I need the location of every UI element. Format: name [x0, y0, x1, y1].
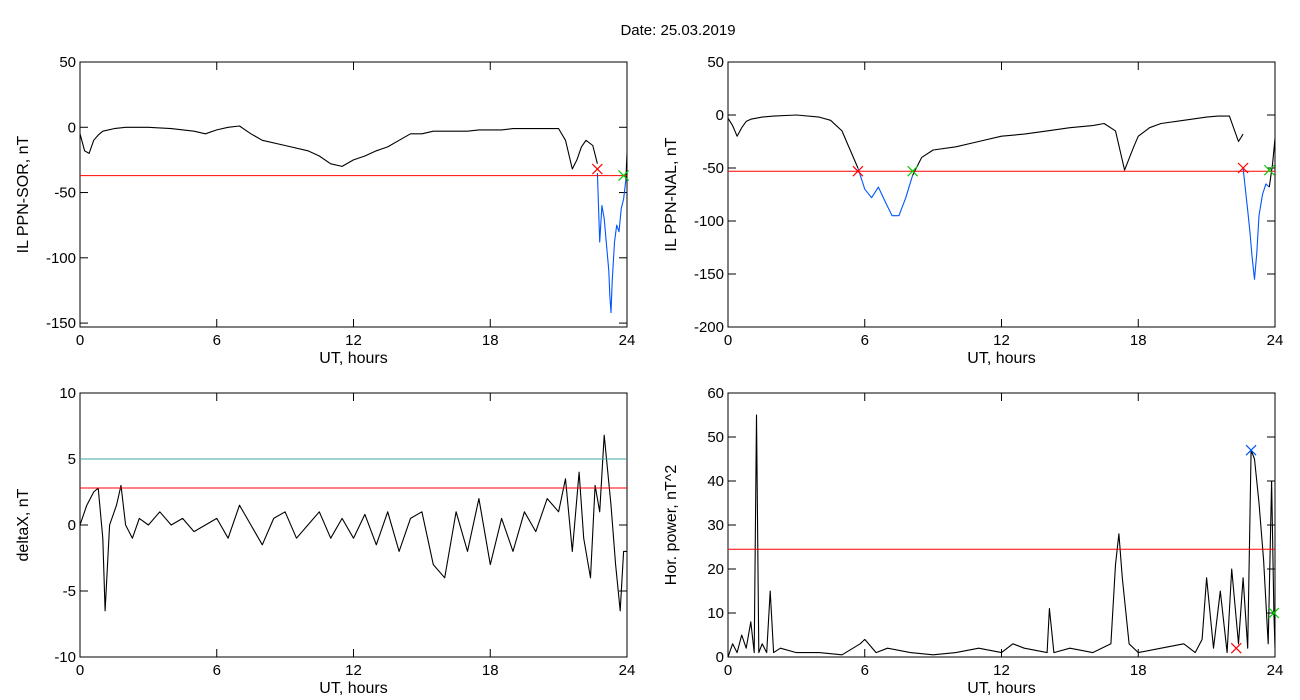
y-tick-label: -100	[46, 250, 76, 267]
x-tick-label: 0	[76, 662, 84, 679]
series-recovery	[1268, 138, 1275, 188]
x-axis-label: UT, hours	[319, 680, 387, 697]
series-group	[728, 114, 1275, 280]
x-tick-label: 6	[213, 662, 221, 679]
x-tick-label: 18	[1130, 662, 1147, 679]
event-marker-stroke	[591, 163, 603, 175]
y-tick-label: -10	[54, 649, 76, 666]
series-trace	[728, 114, 859, 169]
x-tick-label: 24	[1267, 662, 1284, 679]
x-tick-label: 0	[724, 332, 732, 349]
x-tick-label: 12	[993, 662, 1010, 679]
event-marker	[591, 163, 603, 175]
x-axis-label: UT, hours	[967, 680, 1035, 697]
y-tick-label: 40	[707, 473, 724, 490]
series-trace	[80, 125, 598, 170]
x-tick-label: 6	[213, 332, 221, 349]
plot-frame	[79, 61, 628, 328]
series-group	[728, 414, 1275, 657]
x-tick-label: 6	[861, 332, 869, 349]
x-tick-label: 24	[619, 662, 636, 679]
y-tick-label: 0	[716, 649, 724, 666]
series-trace	[80, 434, 627, 612]
event-marker-stroke	[1263, 164, 1275, 176]
plot-frame	[727, 61, 1276, 328]
y-tick-label: 50	[59, 54, 76, 71]
y-tick-label: 60	[707, 385, 724, 402]
series-disturbance	[596, 172, 627, 314]
y-tick-label: 0	[68, 119, 76, 136]
plot-frame	[727, 392, 1276, 658]
x-tick-label: 18	[482, 332, 499, 349]
x-tick-label: 12	[345, 332, 362, 349]
x-tick-label: 24	[619, 332, 636, 349]
y-tick-label: -200	[694, 319, 724, 336]
figure-title: Date: 25.03.2019	[620, 22, 735, 39]
event-marker-stroke	[1245, 444, 1257, 456]
y-tick-label: -5	[63, 583, 76, 600]
series-disturbance	[1242, 167, 1270, 280]
y-tick-label: -150	[694, 266, 724, 283]
plot-frame	[79, 392, 628, 658]
y-tick-label: 30	[707, 517, 724, 534]
y-axis-label: IL PPN-NAL, nT	[663, 137, 680, 251]
y-axis-label: deltaX, nT	[15, 488, 32, 561]
panel-ppn-sor: 0 6 12 18 24 50 0 -50 -100 -150 UT, hours IL PPN-SO…	[15, 54, 635, 367]
y-tick-label: -50	[54, 185, 76, 202]
x-tick-label: 0	[76, 332, 84, 349]
event-marker-stroke	[907, 165, 919, 177]
y-tick-label: 20	[707, 561, 724, 578]
y-tick-label: -50	[702, 160, 724, 177]
event-marker	[1237, 162, 1249, 174]
y-tick-label: 0	[68, 517, 76, 534]
y-tick-label: -100	[694, 213, 724, 230]
y-tick-label: 50	[707, 429, 724, 446]
event-marker	[1263, 164, 1275, 176]
x-tick-label: 6	[861, 662, 869, 679]
event-marker	[1230, 642, 1242, 654]
x-tick-label: 24	[1267, 332, 1284, 349]
event-marker-stroke	[1237, 162, 1249, 174]
panel-ppn-nal: 0 6 12 18 24 50 0 -50 -100 -150 -200 UT, hours IL PP…	[663, 54, 1283, 367]
x-tick-label: 12	[993, 332, 1010, 349]
event-marker	[1245, 444, 1257, 456]
series-trace	[912, 115, 1244, 176]
panel-deltax: 0 6 12 18 24 10 5 0 -5 -10 UT, hours deltaX, nT	[15, 385, 635, 697]
x-axis-label: UT, hours	[319, 350, 387, 367]
y-tick-label: 50	[707, 54, 724, 71]
y-axis-label: Hor. power, nT^2	[663, 465, 680, 586]
x-tick-label: 18	[482, 662, 499, 679]
x-tick-label: 0	[724, 662, 732, 679]
x-tick-label: 18	[1130, 332, 1147, 349]
event-marker	[618, 170, 630, 181]
y-tick-label: -150	[46, 315, 76, 332]
series-group	[80, 434, 627, 612]
y-tick-label: 5	[68, 451, 76, 468]
series-disturbance	[857, 167, 914, 217]
event-marker-stroke	[852, 165, 864, 177]
y-tick-label: 10	[707, 605, 724, 622]
panel-hor-power: 0 6 12 18 24 60 50 40 30 20 10 0 UT, hours Hor. power…	[663, 385, 1283, 697]
y-tick-label: 10	[59, 385, 76, 402]
y-axis-label: IL PPN-SOR, nT	[15, 135, 32, 253]
event-marker-stroke	[1230, 642, 1242, 654]
series-group	[80, 125, 627, 314]
event-marker	[852, 165, 864, 177]
series-trace	[728, 414, 1275, 657]
event-marker-stroke	[618, 170, 630, 181]
x-axis-label: UT, hours	[967, 350, 1035, 367]
event-marker	[1268, 607, 1280, 619]
x-tick-label: 12	[345, 662, 362, 679]
y-tick-label: 0	[716, 107, 724, 124]
event-marker-stroke	[1268, 607, 1280, 619]
event-marker	[907, 165, 919, 177]
